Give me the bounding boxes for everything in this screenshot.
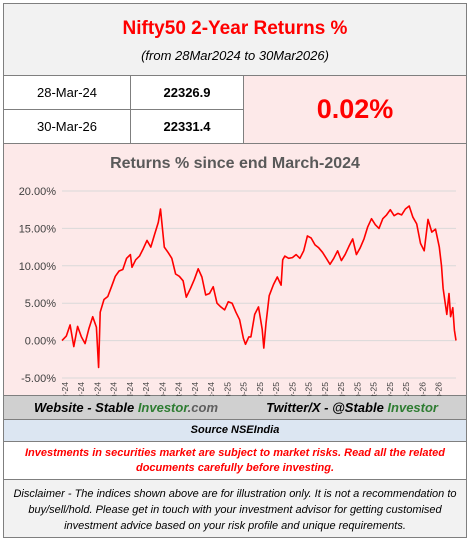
x-tick-label: 31-Dec-25 (401, 382, 411, 396)
x-tick-label: 28-May-24 (92, 382, 102, 396)
x-tick-label: 31-Aug-25 (336, 382, 346, 396)
returns-chart: Returns % since end March-2024 20.00% 15.… (19, 155, 457, 423)
chart-title: Returns % since end March-2024 (110, 155, 360, 172)
chart-area: Returns % since end March-2024 20.00% 15.… (4, 144, 466, 423)
x-tick-label: 31-May-25 (287, 382, 297, 396)
x-tick-label: 31-Mar-25 (255, 382, 265, 396)
x-tick-label: 28-Mar-24 (60, 382, 70, 396)
x-tick-label: 28-Jan-25 (222, 382, 232, 396)
y-tick-label: 15.00% (19, 223, 57, 235)
x-tick-label: 30-Apr-25 (271, 382, 281, 396)
source-note: Source NSEIndia (4, 420, 466, 442)
website-link[interactable]: Website - Stable Investor.com (34, 400, 218, 415)
x-tick-label: 28-Jun-24 (109, 382, 119, 396)
x-tick-label: 28-Dec-24 (206, 382, 216, 396)
table-row-end: 30-Mar-26 22331.4 (4, 110, 244, 144)
x-tick-label: 28-Feb-26 (434, 382, 444, 396)
y-tick-label: 5.00% (25, 298, 56, 310)
x-tick-label: 31-Jul-25 (320, 382, 330, 396)
website-name: Investor (137, 400, 188, 415)
website-prefix: Website - Stable (34, 400, 135, 415)
x-tick-label: 28-Apr-24 (76, 382, 86, 396)
x-tick-label: 30-Sep-25 (352, 382, 362, 396)
page-title: Nifty50 2-Year Returns % (122, 18, 348, 39)
table-row-start: 28-Mar-24 22326.9 (4, 76, 244, 110)
page-subtitle: (from 28Mar2024 to 30Mar2026) (141, 48, 329, 63)
start-date: 28-Mar-24 (4, 76, 131, 109)
website-suffix: .com (187, 400, 219, 415)
end-value: 22331.4 (163, 119, 211, 134)
x-tick-label: 30-Jun-25 (304, 382, 314, 396)
x-tick-label: 28-Feb-25 (239, 382, 249, 396)
x-tick-label: 28-Sep-24 (157, 382, 167, 396)
y-tick-label: 0.00% (25, 336, 56, 348)
header: Nifty50 2-Year Returns % (from 28Mar2024… (4, 4, 466, 76)
return-box: 0.02% (244, 76, 466, 144)
y-tick-label: 20.00% (19, 186, 57, 198)
y-tick-label: 10.00% (19, 261, 57, 273)
links-band: Website - Stable Investor.com Twitter/X … (4, 396, 466, 420)
y-tick-label: -5.00% (21, 373, 56, 385)
disclaimer: Disclaimer - The indices shown above are… (4, 480, 466, 537)
x-tick-label: 28-Nov-24 (190, 382, 200, 396)
x-tick-label: 31-Jan-26 (417, 382, 427, 396)
twitter-name: Investor (387, 400, 438, 415)
x-tick-label: 30-Nov-25 (385, 382, 395, 396)
returns-series-line (61, 205, 457, 369)
twitter-prefix: Twitter/X - @Stable (266, 400, 384, 415)
end-date: 30-Mar-26 (4, 110, 131, 143)
x-tick-label: 28-Jul-24 (125, 382, 135, 396)
x-tick-label: 28-Oct-24 (174, 382, 184, 396)
risk-warning: Investments in securities market are sub… (4, 442, 466, 480)
start-value: 22326.9 (163, 85, 211, 100)
return-value: 0.02% (316, 94, 394, 124)
report-card: Nifty50 2-Year Returns % (from 28Mar2024… (3, 3, 467, 538)
x-tick-label: 31-Oct-25 (369, 382, 379, 396)
x-tick-label: 28-Aug-24 (141, 382, 151, 396)
twitter-link[interactable]: Twitter/X - @Stable Investor (266, 400, 438, 415)
